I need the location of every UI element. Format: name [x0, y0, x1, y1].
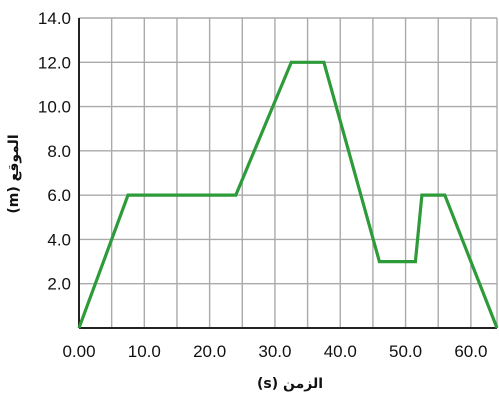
axes — [78, 18, 497, 329]
y-tick-label-4: 8.0 — [47, 142, 71, 161]
x-tick-label-2: 10.0 — [128, 342, 161, 361]
x-tick-label-12: 60.0 — [454, 342, 487, 361]
tick-labels: 0.00 10.0 20.0 30.0 40.0 50.0 60.0 2.0 4.0 6.0 8.0… — [38, 9, 488, 361]
y-tick-label-6: 12.0 — [38, 53, 71, 72]
grid — [78, 17, 498, 329]
series-line-0 — [77, 60, 499, 329]
x-axis-title: الزمن (s) — [257, 376, 323, 392]
y-tick-label-5: 10.0 — [38, 98, 71, 117]
y-tick-label-3: 6.0 — [47, 186, 71, 205]
x-tick-label-0: 0.00 — [62, 342, 95, 361]
x-tick-label-6: 30.0 — [258, 342, 291, 361]
y-tick-label-2: 4.0 — [47, 230, 71, 249]
y-tick-label-7: 14.0 — [38, 9, 71, 28]
y-axis-title: الموقع (m) — [6, 134, 22, 213]
y-tick-label-1: 2.0 — [47, 275, 71, 294]
x-tick-label-10: 50.0 — [389, 342, 422, 361]
series-layer — [77, 60, 499, 329]
x-tick-label-8: 40.0 — [324, 342, 357, 361]
x-tick-label-4: 20.0 — [193, 342, 226, 361]
